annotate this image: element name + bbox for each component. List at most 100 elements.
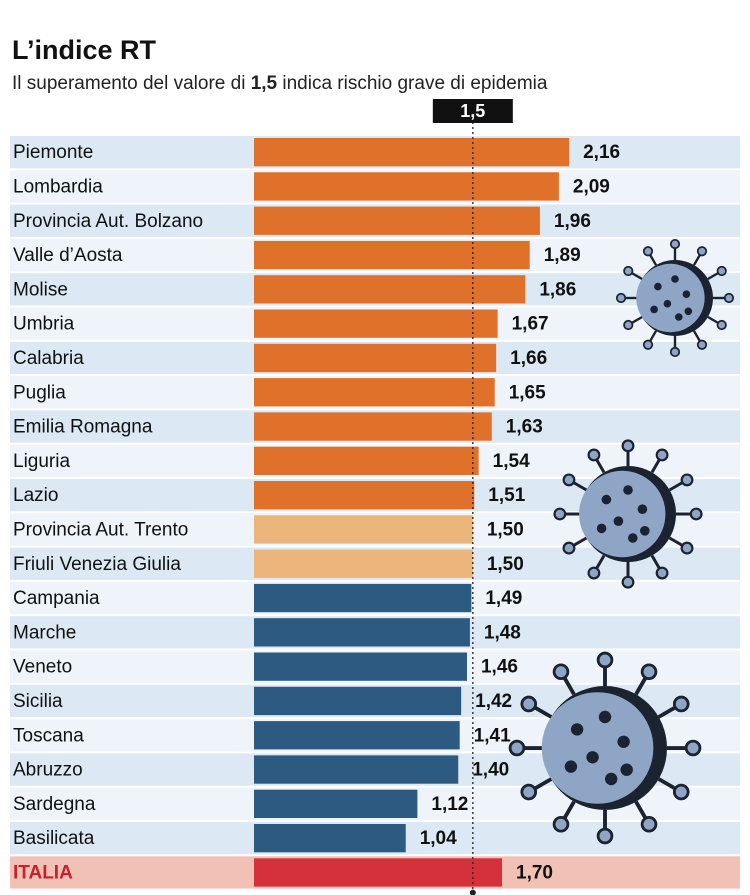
virus-spike-tip	[553, 507, 567, 521]
virus-spike-tip	[587, 566, 601, 580]
virus-spike-tip	[716, 319, 727, 331]
virus-spike-tip	[520, 783, 538, 801]
value-label: 1,42	[475, 691, 512, 712]
virus-dot	[628, 533, 638, 543]
virus-spike-tip	[680, 541, 694, 555]
threshold-box	[432, 99, 513, 123]
virus-spike-tip	[642, 339, 654, 350]
virus-spike-tip	[587, 448, 601, 462]
virus-spike-tip	[552, 815, 570, 833]
value-label: 1,12	[431, 794, 468, 815]
bar	[254, 446, 479, 475]
value-label: 1,96	[554, 211, 591, 232]
virus-dot	[640, 526, 650, 536]
virus-spike-tip	[655, 448, 669, 462]
value-label: 1,66	[510, 348, 547, 369]
value-label: 1,65	[509, 382, 546, 403]
category-label: Abruzzo	[13, 760, 83, 781]
virus-dot	[620, 763, 633, 776]
virus-dot	[617, 735, 630, 748]
category-label: Campania	[13, 588, 100, 609]
category-label: Friuli Venezia Giulia	[13, 554, 181, 575]
value-label: 1,63	[506, 417, 543, 438]
value-label: 1,70	[516, 862, 553, 883]
virus-dot	[671, 275, 679, 283]
virus-spike-tip	[621, 439, 635, 453]
bar	[254, 172, 559, 201]
virus-dot	[637, 504, 648, 514]
virus-spike-tip	[621, 575, 635, 589]
value-label: 1,49	[485, 588, 522, 609]
category-label: Marche	[13, 622, 76, 643]
virus-dot	[564, 760, 578, 773]
bar	[254, 618, 470, 647]
virus-spike-tip	[596, 827, 614, 845]
virus-spike-tip	[669, 346, 681, 358]
value-label: 1,54	[493, 451, 530, 472]
category-label: Lazio	[13, 485, 58, 506]
threshold-label: 1,5	[460, 101, 485, 121]
virus-spike-tip	[562, 473, 576, 487]
value-label: 1,50	[487, 554, 524, 575]
bar	[254, 206, 540, 235]
value-label: 1,46	[481, 657, 518, 678]
bar	[254, 583, 472, 613]
category-label: Sicilia	[13, 691, 63, 712]
value-label: 1,86	[539, 279, 576, 300]
virus-spike-tip	[696, 339, 708, 350]
virus-spike-tip	[672, 783, 690, 801]
virus-icon	[615, 238, 735, 358]
virus-face	[636, 263, 705, 333]
virus-spike-tip	[640, 815, 658, 833]
category-label: Lombardia	[13, 176, 103, 197]
bar	[254, 755, 459, 784]
virus-spike-tip	[696, 246, 708, 257]
category-label: Calabria	[13, 348, 84, 369]
virus-dot	[650, 305, 658, 314]
subtitle-part: Il superamento del valore di	[12, 73, 251, 94]
virus-dot	[675, 313, 683, 321]
bar	[254, 686, 462, 716]
virus-dot	[623, 485, 633, 495]
bar	[254, 721, 460, 750]
value-label: 1,50	[487, 519, 524, 540]
virus-dot	[654, 282, 662, 291]
virus-icon	[508, 651, 702, 845]
virus-dot	[570, 723, 584, 736]
virus-spike-tip	[623, 265, 634, 277]
category-label: Toscana	[13, 725, 84, 746]
category-label: Molise	[13, 279, 68, 300]
bar	[254, 343, 497, 373]
virus-spike-tip	[623, 319, 634, 331]
category-label: Veneto	[13, 657, 72, 678]
value-label: 1,48	[484, 622, 521, 643]
value-label: 2,16	[583, 142, 620, 163]
virus-spike-tip	[508, 739, 526, 757]
virus-spike-tip	[669, 238, 681, 250]
virus-dot	[663, 299, 672, 308]
virus-spike-tip	[596, 651, 614, 669]
category-label: Basilicata	[13, 828, 95, 849]
virus-dot	[601, 494, 612, 505]
bar	[254, 378, 495, 407]
virus-dot	[586, 751, 599, 764]
bar	[254, 515, 473, 544]
virus-spike-tip	[716, 265, 727, 277]
bars: Piemonte 2,16 Lombardia 2,09 Provincia Aut. …	[10, 136, 740, 889]
value-label: 1,40	[472, 760, 509, 781]
bar	[254, 412, 492, 441]
bar	[254, 824, 406, 853]
category-label: Provincia Aut. Bolzano	[13, 211, 203, 232]
category-label: Puglia	[13, 382, 66, 403]
category-label: Provincia Aut. Trento	[13, 519, 188, 540]
virus-face	[579, 470, 666, 558]
subtitle-part: 1,5	[251, 73, 278, 94]
value-label: 1,51	[488, 485, 525, 506]
value-label: 2,09	[573, 176, 610, 197]
virus-spike-tip	[640, 663, 658, 681]
category-label: Emilia Romagna	[13, 417, 153, 438]
virus-dot	[596, 523, 607, 534]
bar	[254, 789, 418, 818]
category-label: ITALIA	[13, 862, 73, 883]
